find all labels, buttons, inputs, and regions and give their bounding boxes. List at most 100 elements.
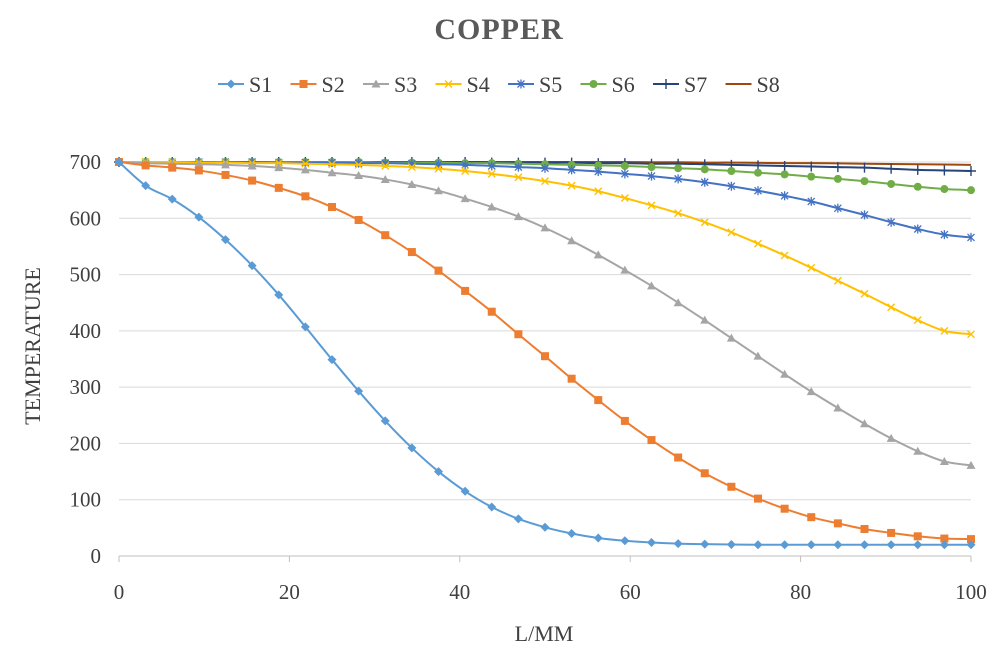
data-point <box>967 330 975 339</box>
legend-item-s4: S4 <box>435 72 490 97</box>
data-point <box>807 172 816 181</box>
data-point <box>620 194 629 203</box>
data-point <box>807 196 816 206</box>
data-point <box>674 164 683 173</box>
data-point <box>141 161 150 170</box>
data-point <box>647 163 656 172</box>
data-point <box>514 162 523 172</box>
data-point <box>913 540 923 550</box>
data-point <box>807 263 816 272</box>
legend-marker <box>589 80 598 88</box>
data-point <box>540 223 550 232</box>
data-point <box>114 157 124 167</box>
data-point <box>301 192 310 201</box>
series-s1 <box>114 157 976 550</box>
x-tick-label: 100 <box>955 580 987 604</box>
data-point <box>381 231 390 240</box>
legend-label: S8 <box>757 72 780 97</box>
data-point <box>461 160 470 170</box>
data-point <box>779 160 790 171</box>
data-point <box>674 209 683 218</box>
legend-label: S3 <box>394 72 417 97</box>
data-point <box>674 453 683 462</box>
data-point <box>594 167 603 177</box>
y-tick-label: 300 <box>70 375 102 399</box>
data-point <box>886 540 896 550</box>
data-point <box>274 159 283 168</box>
data-point <box>913 182 922 191</box>
x-tick-label: 20 <box>279 580 300 604</box>
data-point <box>274 183 283 192</box>
data-point <box>833 276 842 285</box>
series-s4 <box>115 158 975 339</box>
data-point <box>912 164 923 175</box>
data-point <box>380 174 390 183</box>
data-point <box>859 162 870 173</box>
data-point <box>833 540 843 550</box>
data-point <box>913 224 922 234</box>
data-point <box>247 161 257 170</box>
data-point <box>833 203 842 213</box>
data-point <box>221 170 230 179</box>
data-point <box>966 460 976 469</box>
data-point <box>620 416 629 425</box>
data-point <box>541 163 549 173</box>
data-point <box>647 201 656 210</box>
series-s2 <box>115 158 975 544</box>
data-point <box>487 202 497 211</box>
data-point <box>300 322 310 332</box>
legend: S1 S2 S3 S4 S5 S6 S7 S8 <box>218 72 780 97</box>
data-point <box>673 539 683 549</box>
legend-label: S4 <box>467 72 490 97</box>
data-point <box>168 163 177 172</box>
data-point <box>913 316 922 325</box>
x-axis-title: L/MM <box>515 621 574 646</box>
data-point <box>434 266 443 275</box>
data-point <box>674 174 683 184</box>
data-point <box>780 170 789 179</box>
y-tick-label: 600 <box>70 206 102 230</box>
data-point <box>594 187 603 196</box>
data-point <box>939 456 949 465</box>
data-point <box>913 532 922 541</box>
data-point <box>754 168 762 177</box>
data-point <box>274 290 284 300</box>
y-tick-label: 700 <box>70 150 102 174</box>
legend-marker <box>661 79 671 89</box>
series-line-s4 <box>119 160 972 336</box>
legend-item-s2: S2 <box>290 72 345 97</box>
data-point <box>860 289 869 298</box>
x-tick-label: 40 <box>449 580 470 604</box>
legend-marker <box>226 79 236 89</box>
data-point <box>647 537 656 547</box>
data-point <box>887 179 896 188</box>
axes: 0 100 200 300 400 500 600 700 0 20 40 60 80 100 <box>70 150 987 604</box>
data-point <box>940 230 949 240</box>
legend-label: S6 <box>612 72 635 97</box>
chart-title: COPPER <box>434 13 563 46</box>
data-point <box>780 251 789 260</box>
data-point <box>567 160 576 169</box>
data-point <box>593 533 603 543</box>
data-point <box>860 540 869 550</box>
data-point <box>567 181 576 190</box>
legend-label: S1 <box>249 72 272 97</box>
data-point <box>327 355 337 365</box>
data-point <box>434 186 443 195</box>
data-point <box>966 540 976 550</box>
x-tick-label: 60 <box>620 580 641 604</box>
data-point <box>940 185 949 194</box>
data-point <box>461 167 470 176</box>
data-point <box>700 315 710 324</box>
data-point <box>540 522 550 532</box>
legend-marker <box>517 79 525 89</box>
data-point <box>700 539 710 549</box>
data-point <box>967 535 975 544</box>
data-point <box>487 502 497 512</box>
data-point <box>860 177 869 186</box>
data-point <box>806 540 816 550</box>
data-point <box>407 248 416 257</box>
data-point <box>194 166 203 175</box>
y-tick-label: 0 <box>91 544 102 568</box>
